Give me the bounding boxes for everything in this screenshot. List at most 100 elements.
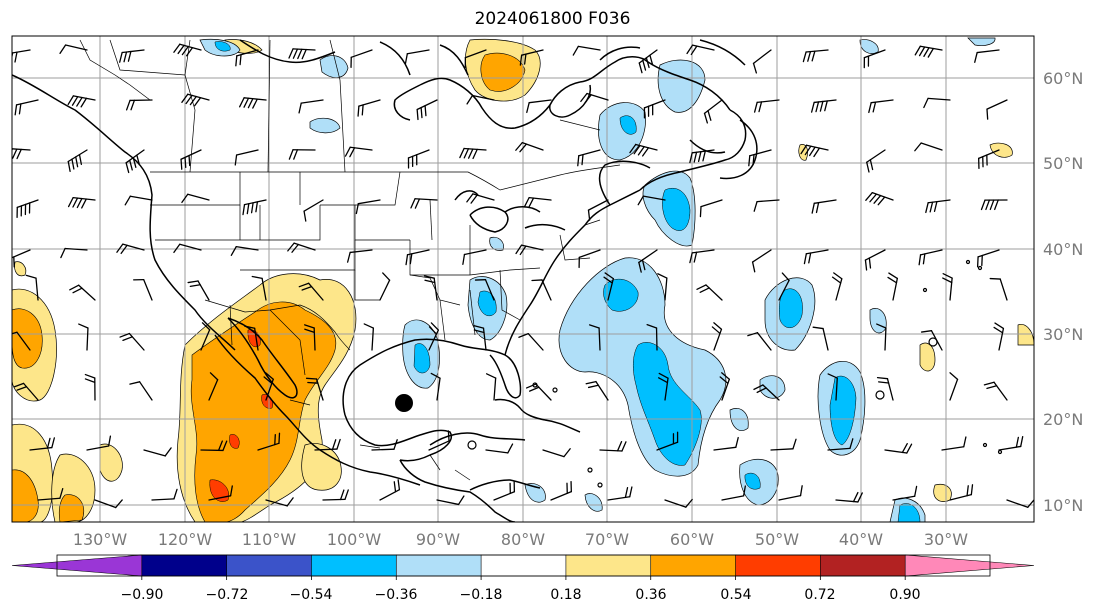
wind-barb [577, 149, 601, 167]
colorbar-segment [226, 554, 313, 577]
wind-barb [181, 93, 210, 107]
wind-barb [519, 49, 544, 66]
wind-barb [12, 49, 31, 63]
colorbar-extend-low [11, 554, 143, 577]
wind-barb [423, 275, 438, 301]
wind-barb [251, 275, 267, 301]
wind-barb [428, 322, 440, 351]
colorbar: −0.90 −0.72 −0.54 −0.36 −0.18 0.18 0.36 … [11, 554, 1035, 603]
wind-barb [379, 479, 401, 501]
wind-barb [811, 199, 837, 214]
wind-barb [350, 49, 373, 68]
wind-barb [314, 438, 341, 451]
lon-tick: 50°W [755, 530, 799, 549]
wind-barb [305, 377, 324, 401]
wind-barb [239, 97, 267, 109]
wind-barb [410, 198, 438, 209]
wind-barb [242, 199, 267, 216]
wind-barb [580, 92, 609, 104]
lat-tick: 40°N [1043, 240, 1083, 259]
wind-barb [942, 273, 953, 301]
wind-barb [864, 249, 886, 271]
wind-barb [230, 245, 259, 256]
lon-tick: 60°W [670, 530, 714, 549]
wind-barb [531, 279, 552, 301]
wind-barb [941, 436, 967, 451]
lon-tick: 90°W [416, 530, 460, 549]
lat-tick: 10°N [1043, 496, 1083, 515]
map-title: 2024061800 F036 [474, 9, 631, 29]
wind-barb [493, 481, 516, 501]
wind-barb [344, 146, 373, 158]
wind-barb [778, 485, 803, 501]
wind-barb [143, 447, 172, 457]
lon-tick: 80°W [501, 530, 545, 549]
wind-barb [986, 99, 1008, 120]
wind-barb [599, 440, 627, 452]
wind-barb [572, 45, 601, 56]
colorbar-label: −0.72 [206, 587, 249, 603]
wind-barb [578, 249, 601, 269]
wind-barb [638, 249, 658, 273]
wind-barb [689, 249, 715, 264]
wind-barb [363, 323, 375, 351]
wind-barb [753, 199, 780, 212]
wind-barb [67, 95, 96, 108]
wind-barb [25, 274, 39, 301]
wind-barb [1006, 499, 1034, 508]
lat-tick: 60°N [1043, 69, 1083, 88]
wind-barb [265, 497, 294, 507]
wind-barb [12, 148, 31, 160]
map-frame [11, 35, 1035, 523]
wind-barb [69, 284, 96, 301]
wind-barb [719, 372, 730, 401]
wind-barb [866, 149, 886, 173]
lon-tick: 130°W [73, 530, 128, 549]
wind-barb [721, 485, 746, 501]
wind-barb [208, 485, 233, 501]
wind-barb [802, 49, 829, 63]
colorbar-frame [56, 554, 991, 577]
wind-barb [747, 332, 772, 351]
wind-barb [37, 487, 64, 501]
wind-barb [526, 99, 552, 114]
wind-barb [474, 279, 495, 301]
wind-barb [473, 325, 487, 351]
wind-barb [831, 272, 843, 301]
wind-barb [629, 143, 658, 157]
wind-barb [288, 48, 316, 60]
wind-barb [974, 49, 1000, 63]
wind-barb [696, 284, 723, 301]
wind-barb [753, 99, 780, 113]
wind-barb [485, 443, 514, 454]
colorbar-segment [141, 554, 228, 577]
colorbar-extend-high [904, 554, 1035, 577]
lon-tick: 120°W [158, 530, 213, 549]
wind-barb [993, 322, 1005, 351]
wind-barb [656, 431, 679, 451]
wind-barb [638, 49, 658, 74]
wind-barb [876, 323, 887, 351]
wind-barb [827, 373, 838, 401]
wind-barb [151, 488, 178, 501]
lon-tick: 30°W [924, 530, 968, 549]
colorbar-segment [480, 554, 567, 577]
positive-field-orange [12, 52, 526, 522]
wind-barb [430, 372, 441, 401]
wind-barb [887, 272, 898, 301]
wind-barb [208, 372, 219, 401]
colorbar-label: 0.72 [804, 587, 835, 603]
lat-tick: 50°N [1043, 154, 1083, 173]
wind-barb [699, 199, 723, 218]
wind-barb [770, 438, 797, 451]
wind-barb [459, 147, 487, 160]
lon-tick: 100°W [327, 530, 382, 549]
colorbar-label: −0.18 [460, 587, 503, 603]
wind-barb [980, 199, 1008, 211]
wind-barb [998, 435, 1024, 451]
lon-tick: 40°W [839, 530, 883, 549]
wind-barb [485, 373, 497, 401]
wind-barb [550, 480, 572, 501]
colorbar-segment [735, 554, 822, 577]
